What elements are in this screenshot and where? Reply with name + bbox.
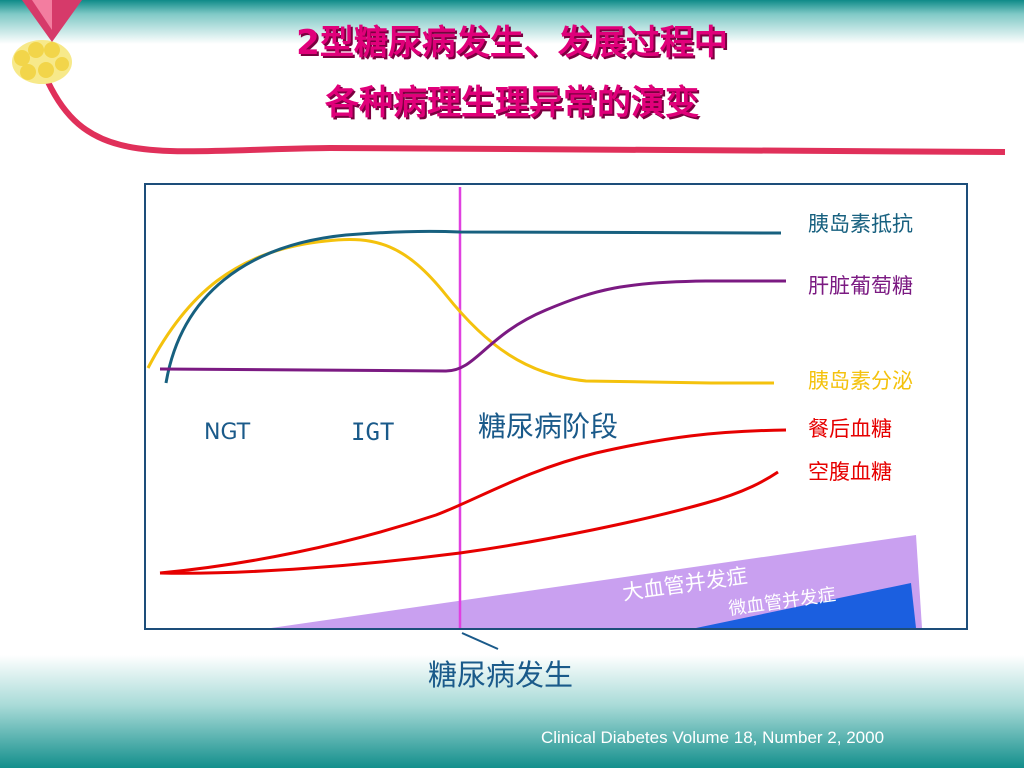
label-fasting-glucose: 空腹血糖 [808,460,892,484]
fasting-glucose-curve [159,470,779,575]
macrovascular-wedge [271,535,922,628]
hepatic-glucose-curve [159,279,786,373]
label-hepatic-glucose: 肝脏葡萄糖 [808,274,913,298]
onset-label: 糖尿病发生 [428,658,574,692]
diagram-canvas [146,187,922,628]
diagram-frame: 胰岛素抵抗 肝脏葡萄糖 胰岛素分泌 餐后血糖 空腹血糖 NGT IGT 糖尿病阶… [144,183,968,630]
postprandial-glucose-curve [159,428,787,575]
label-insulin-resistance: 胰岛素抵抗 [808,212,913,236]
stage-igt: IGT [351,418,395,446]
pancreas-icon [12,40,72,84]
insulin-resistance-curve [164,229,782,384]
label-postprandial-glucose: 餐后血糖 [808,417,892,441]
stage-diabetes: 糖尿病阶段 [478,410,619,443]
insulin-secretion-curve [146,237,774,385]
stage-ngt: NGT [204,420,251,445]
label-insulin-secretion: 胰岛素分泌 [808,369,913,393]
microvascular-wedge [696,583,916,628]
swoosh-line [45,80,1006,155]
citation: Clinical Diabetes Volume 18, Number 2, 2… [541,728,885,747]
title-line-1: 2型糖尿病发生、发展过程中 [296,23,728,63]
title-line-2: 各种病理生理异常的演变 [325,83,699,123]
